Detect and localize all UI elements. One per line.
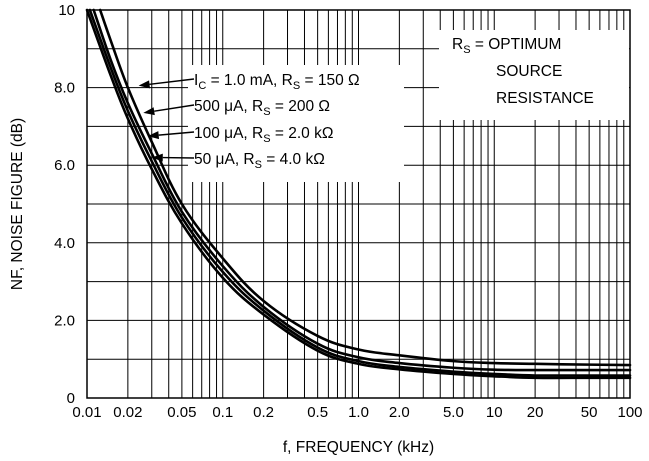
series-label-box (188, 65, 404, 182)
x-tick-label: 0.1 (212, 404, 233, 421)
series-label-4: 50 μA, RS = 4.0 kΩ (194, 151, 325, 171)
y-tick-label: 2.0 (54, 312, 75, 329)
plot-frame (86, 9, 631, 399)
series-label-3: 100 μA, RS = 2.0 kΩ (194, 125, 333, 145)
x-tick-label: 0.2 (253, 404, 274, 421)
x-tick-label: 0.05 (167, 404, 196, 421)
pointer-arrowhead-3 (147, 131, 160, 140)
pointer-arrow-1 (149, 78, 195, 86)
y-tick-label: 10 (58, 2, 75, 19)
x-tick-label: 1.0 (348, 404, 369, 421)
x-tick-label: 10 (486, 404, 503, 421)
y-tick-label: 0 (67, 390, 75, 407)
pointer-arrow-2 (154, 104, 195, 112)
x-tick-label: 100 (617, 404, 642, 421)
x-tick-label: 50 (581, 404, 598, 421)
x-axis-label: f, FREQUENCY (kHz) (283, 439, 434, 456)
annotation-line-1: RS = OPTIMUM (452, 36, 561, 56)
arrows-layer (138, 78, 195, 162)
pointer-arrow-3 (158, 131, 195, 136)
series-curve-3 (88, 8, 632, 377)
tick-labels-layer: 0.01 0.02 0.05 0.1 0.2 0.5 1.0 2.0 5.0 10 20 50 100 0… (54, 2, 642, 421)
pointer-arrowhead-1 (138, 80, 151, 89)
series-curve-2 (92, 8, 632, 372)
pointer-arrowhead-2 (143, 107, 155, 116)
series-curve-1 (98, 8, 632, 367)
x-tick-label: 5.0 (443, 404, 464, 421)
x-tick-label: 0.5 (307, 404, 328, 421)
annotation-line-3: RESISTANCE (496, 90, 594, 107)
x-tick-label: 0.01 (72, 404, 101, 421)
series-label-2: 500 μA, RS = 200 Ω (194, 98, 330, 118)
annotation-line-2: SOURCE (496, 63, 562, 80)
x-tick-label: 0.02 (113, 404, 142, 421)
curves-layer (85, 8, 632, 380)
x-tick-label: 2.0 (389, 404, 410, 421)
y-axis-label: NF, NOISE FIGURE (dB) (9, 118, 26, 290)
annotation-box (439, 30, 629, 120)
series-label-1: IC = 1.0 mA, RS = 150 Ω (194, 72, 360, 92)
y-tick-label: 6.0 (54, 157, 75, 174)
series-curve-4 (85, 8, 632, 380)
y-tick-label: 8.0 (54, 80, 75, 97)
x-tick-label: 20 (527, 404, 544, 421)
y-tick-label: 4.0 (54, 235, 75, 252)
pointer-arrowhead-4 (151, 153, 163, 162)
